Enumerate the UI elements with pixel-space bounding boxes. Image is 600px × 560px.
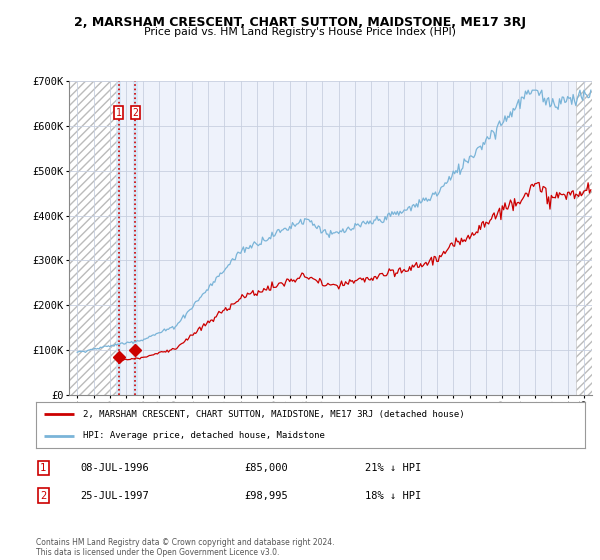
Text: 18% ↓ HPI: 18% ↓ HPI <box>365 491 422 501</box>
Text: 1: 1 <box>40 463 46 473</box>
Text: 2: 2 <box>133 108 139 118</box>
Text: Price paid vs. HM Land Registry's House Price Index (HPI): Price paid vs. HM Land Registry's House … <box>144 27 456 37</box>
Text: 1: 1 <box>116 108 122 118</box>
Bar <box>576 81 592 395</box>
Bar <box>116 81 121 395</box>
Text: £98,995: £98,995 <box>245 491 289 501</box>
Text: Contains HM Land Registry data © Crown copyright and database right 2024.
This d: Contains HM Land Registry data © Crown c… <box>36 538 335 557</box>
Text: 08-JUL-1996: 08-JUL-1996 <box>80 463 149 473</box>
Bar <box>133 81 138 395</box>
Text: £85,000: £85,000 <box>245 463 289 473</box>
Text: 21% ↓ HPI: 21% ↓ HPI <box>365 463 422 473</box>
Text: 2, MARSHAM CRESCENT, CHART SUTTON, MAIDSTONE, ME17 3RJ (detached house): 2, MARSHAM CRESCENT, CHART SUTTON, MAIDS… <box>83 410 464 419</box>
Bar <box>69 81 119 395</box>
Text: 25-JUL-1997: 25-JUL-1997 <box>80 491 149 501</box>
Text: 2: 2 <box>40 491 46 501</box>
Text: HPI: Average price, detached house, Maidstone: HPI: Average price, detached house, Maid… <box>83 431 325 440</box>
Text: 2, MARSHAM CRESCENT, CHART SUTTON, MAIDSTONE, ME17 3RJ: 2, MARSHAM CRESCENT, CHART SUTTON, MAIDS… <box>74 16 526 29</box>
